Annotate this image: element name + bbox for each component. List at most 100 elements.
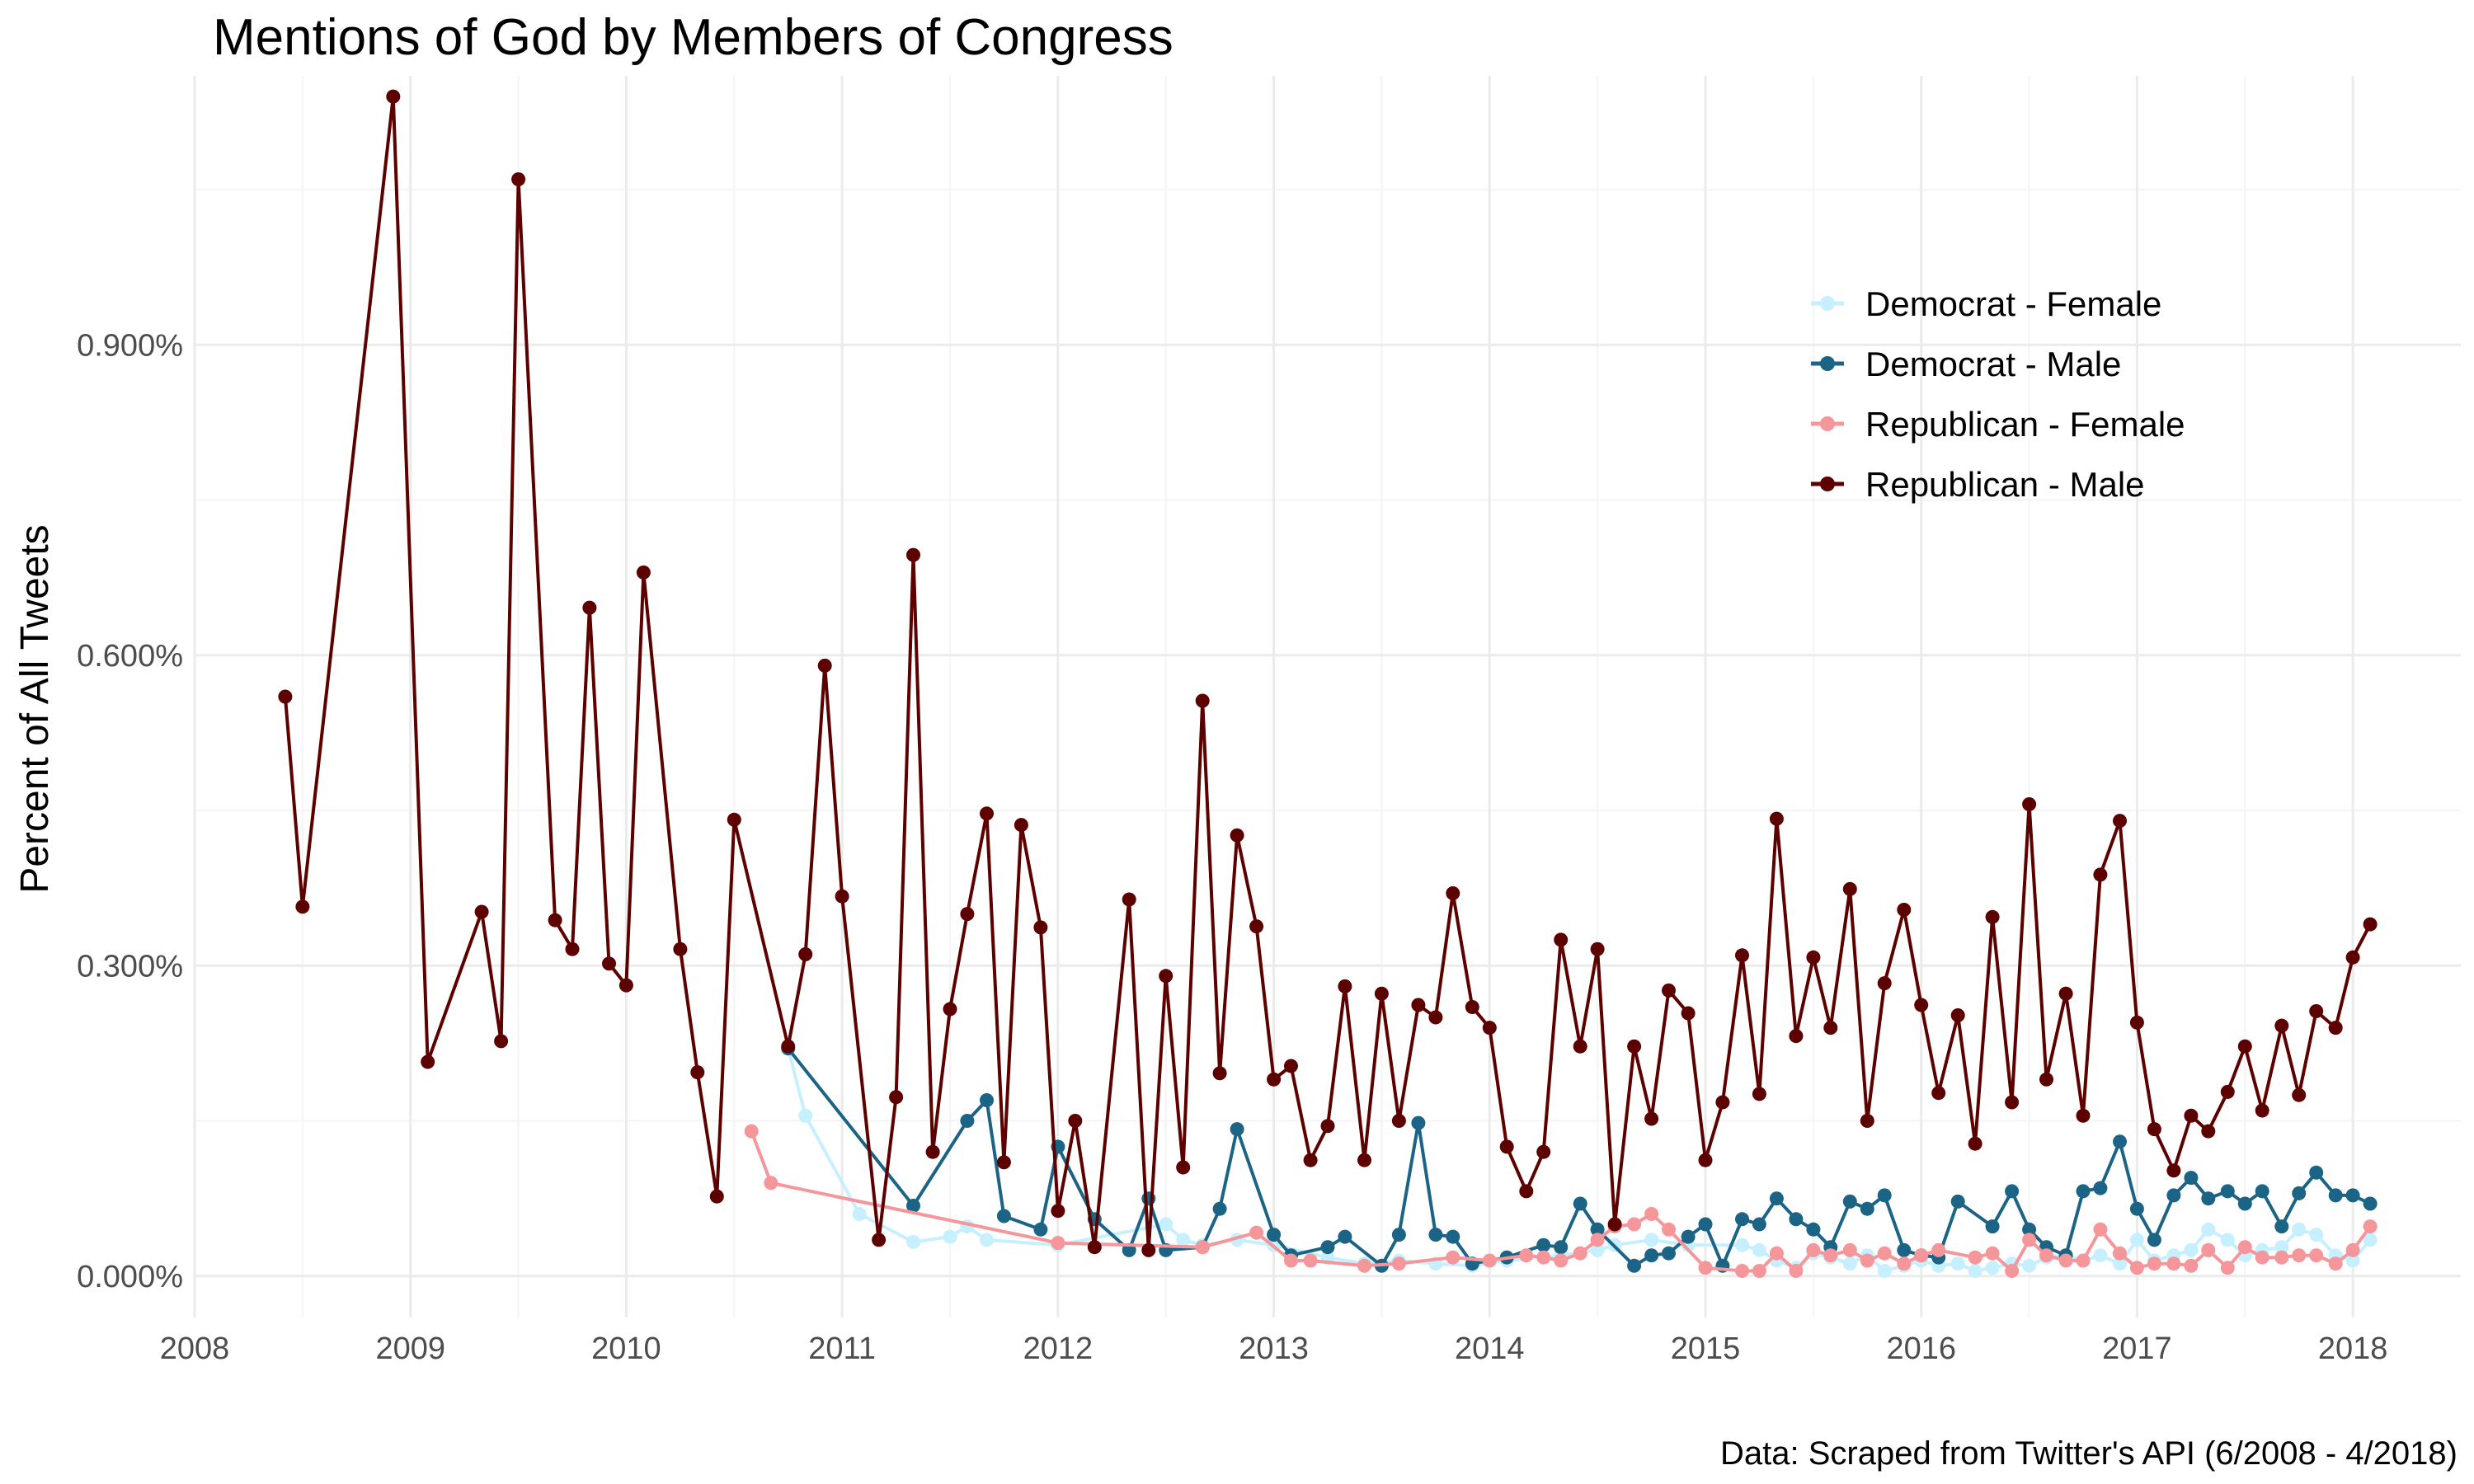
data-point (548, 913, 562, 928)
data-point (1985, 1219, 2000, 1234)
data-point (386, 89, 401, 104)
data-point (1590, 1233, 1605, 1247)
data-point (1159, 1217, 1174, 1232)
y-axis-title: Percent of All Tweets (13, 524, 57, 893)
x-tick-label: 2017 (2102, 1331, 2172, 1366)
data-point (1267, 1072, 1282, 1087)
data-point (1176, 1233, 1191, 1247)
data-point (2220, 1184, 2235, 1199)
data-point (943, 1002, 957, 1017)
data-point (1644, 1233, 1659, 1247)
data-point (2093, 1248, 2108, 1263)
data-point (1735, 1212, 1749, 1227)
data-point (1446, 886, 1460, 900)
data-point (1985, 1246, 2000, 1261)
data-point (474, 904, 489, 919)
legend: Democrat - Female Democrat - Male Republic… (1811, 284, 2185, 504)
data-point (1195, 693, 1210, 708)
data-point (1411, 998, 1426, 1012)
data-point (1446, 1229, 1460, 1244)
data-point (2292, 1186, 2307, 1200)
x-tick-label: 2015 (1671, 1331, 1741, 1366)
data-point (2345, 1253, 2360, 1268)
series-layer (278, 89, 2378, 1278)
data-point (1698, 1153, 1713, 1167)
data-point (2274, 1250, 2289, 1265)
data-point (709, 1189, 724, 1204)
data-point (1573, 1246, 1587, 1261)
x-tick-label: 2011 (808, 1331, 876, 1366)
data-point (2113, 1256, 2127, 1271)
data-point (1823, 1021, 1838, 1036)
data-point (2309, 1165, 2324, 1180)
data-point (2129, 1201, 2144, 1216)
data-point (2129, 1015, 2144, 1030)
data-point (1627, 1217, 1642, 1232)
data-point (2076, 1253, 2091, 1268)
data-point (2328, 1256, 2343, 1271)
data-point (2309, 1248, 2324, 1263)
legend-label: Republican - Female (1865, 405, 2185, 444)
data-point (1968, 1264, 1982, 1278)
data-point (1897, 903, 1912, 917)
data-point (2022, 1258, 2037, 1273)
data-point (1842, 1256, 1857, 1271)
data-point (1715, 1095, 1730, 1110)
legend-item: Democrat - Male (1811, 345, 2121, 383)
data-point (1806, 1242, 1821, 1257)
data-point (1320, 1119, 1335, 1134)
data-point (1303, 1153, 1318, 1167)
data-point (1842, 881, 1857, 896)
series-republican-female (744, 1124, 2378, 1278)
data-point (906, 547, 920, 562)
data-point (1681, 1229, 1696, 1244)
data-point (1950, 1008, 1965, 1022)
data-point (1985, 909, 2000, 924)
data-point (1249, 1225, 1264, 1240)
data-point (2184, 1258, 2199, 1273)
data-point (2363, 917, 2378, 932)
data-point (1931, 1086, 1946, 1101)
data-point (2237, 1240, 2252, 1255)
data-point (872, 1233, 887, 1247)
data-point (1051, 1236, 1065, 1251)
data-point (2309, 1004, 2324, 1018)
data-point (1446, 1250, 1460, 1265)
data-point (1897, 1242, 1912, 1257)
legend-item: Republican - Female (1811, 405, 2185, 444)
legend-key-point (1820, 296, 1835, 311)
data-point (2292, 1222, 2307, 1237)
data-point (960, 907, 975, 922)
data-point (1141, 1242, 1156, 1257)
data-point (1465, 1000, 1479, 1014)
data-point (2058, 1253, 2073, 1268)
data-point (1554, 932, 1569, 947)
data-point (2184, 1108, 2199, 1123)
data-point (1806, 1222, 1821, 1237)
data-point (1968, 1250, 1982, 1265)
data-point (1573, 1196, 1587, 1211)
data-point (744, 1124, 759, 1139)
data-point (1267, 1228, 1282, 1242)
data-point (2292, 1248, 2307, 1263)
data-point (2201, 1222, 2216, 1237)
data-point (421, 1054, 435, 1069)
data-point (960, 1114, 975, 1128)
y-tick-label: 0.000% (77, 1260, 183, 1294)
data-point (2184, 1171, 2199, 1186)
data-point (1391, 1256, 1406, 1271)
series-line (283, 95, 2372, 1252)
data-point (1806, 950, 1821, 965)
data-point (2201, 1124, 2216, 1139)
y-tick-label: 0.900% (77, 328, 183, 363)
data-point (906, 1199, 920, 1213)
data-point (1644, 1111, 1659, 1126)
data-point (1212, 1066, 1227, 1081)
data-point (511, 172, 526, 186)
y-tick-label: 0.300% (77, 949, 183, 984)
data-point (1931, 1242, 1946, 1257)
legend-label: Democrat - Female (1865, 284, 2161, 323)
legend-key-point (1820, 477, 1835, 491)
data-point (2147, 1256, 2161, 1271)
